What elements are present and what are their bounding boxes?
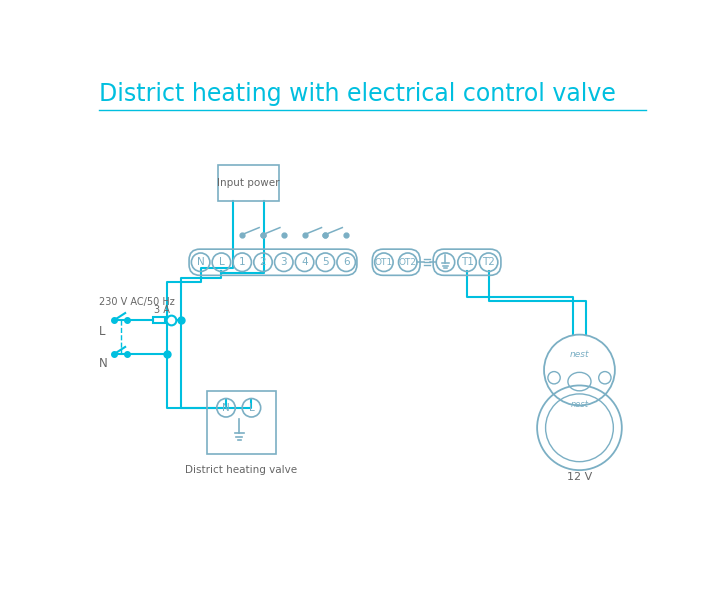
Text: 12 V: 12 V bbox=[567, 472, 592, 482]
Text: nest: nest bbox=[570, 350, 589, 359]
Text: N: N bbox=[222, 403, 230, 413]
Text: L: L bbox=[99, 325, 106, 338]
Text: 3 A: 3 A bbox=[154, 305, 170, 315]
Text: 230 V AC/50 Hz: 230 V AC/50 Hz bbox=[99, 297, 175, 307]
Text: 3: 3 bbox=[280, 257, 287, 267]
Text: OT1: OT1 bbox=[375, 258, 393, 267]
Text: N: N bbox=[99, 358, 108, 371]
Text: T1: T1 bbox=[461, 257, 473, 267]
Text: 6: 6 bbox=[343, 257, 349, 267]
Text: 5: 5 bbox=[322, 257, 328, 267]
Text: L: L bbox=[248, 403, 254, 413]
Text: L: L bbox=[218, 257, 224, 267]
Text: N: N bbox=[197, 257, 205, 267]
Text: 4: 4 bbox=[301, 257, 308, 267]
Text: District heating with electrical control valve: District heating with electrical control… bbox=[99, 83, 616, 106]
Text: nest: nest bbox=[571, 400, 588, 409]
Bar bbox=[153, 317, 165, 323]
Text: Input power: Input power bbox=[217, 178, 280, 188]
Text: 1: 1 bbox=[239, 257, 245, 267]
Text: 2: 2 bbox=[260, 257, 266, 267]
Text: OT2: OT2 bbox=[399, 258, 416, 267]
Text: District heating valve: District heating valve bbox=[186, 465, 298, 475]
Text: T2: T2 bbox=[482, 257, 495, 267]
